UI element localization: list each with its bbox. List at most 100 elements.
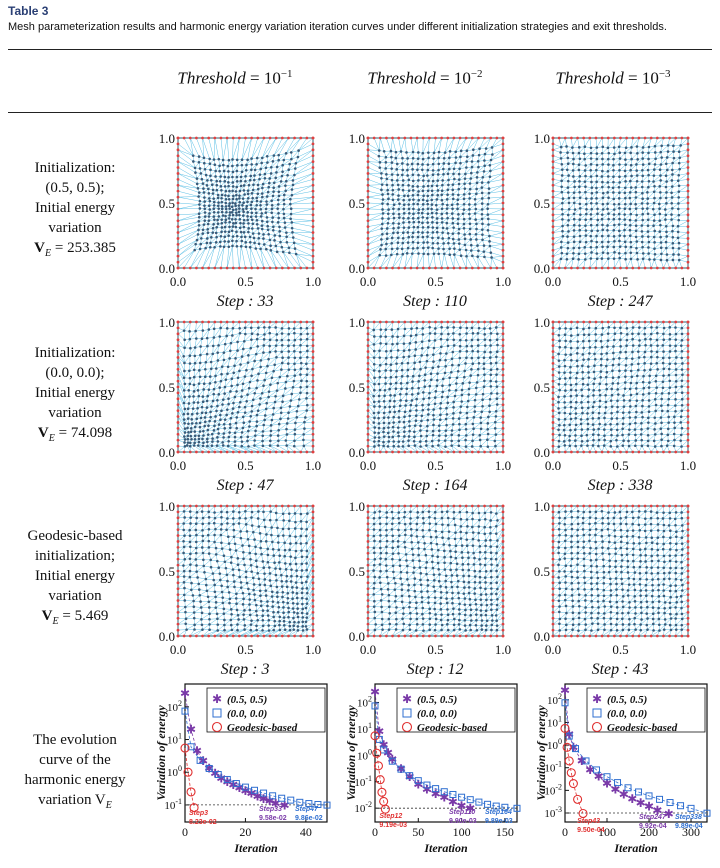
x-tick-label: 0.0 [360, 274, 376, 288]
y-tick-label: 1.0 [349, 499, 365, 514]
x-tick-label: 100 [453, 825, 471, 839]
legend-marker: ✱ [592, 692, 602, 706]
legend-label: (0.0, 0.0) [227, 708, 267, 720]
ve-value: = 5.469 [59, 608, 109, 624]
annotation-step: Step3 [189, 810, 208, 817]
x-tick-label: 1.0 [305, 458, 321, 472]
x-tick-label: 1.0 [680, 642, 696, 656]
step-label: Step : 110 [350, 293, 520, 311]
annotation-value: 8.23e-02 [189, 819, 217, 826]
row-label-ve: VE = 5.469 [0, 606, 150, 632]
ve-symbol: V [42, 608, 53, 624]
legend: ✱ (0.5, 0.5) (0.0, 0.0) Geodesic-based [587, 688, 705, 734]
x-tick-label: 0 [372, 825, 378, 839]
data-point: ✱ [186, 723, 196, 737]
annotation-step: Step33 [259, 806, 282, 813]
row-label-3: Geodesic-based initialization; Initial e… [0, 526, 150, 632]
data-point: ✱ [180, 687, 190, 701]
x-tick-label: 0.5 [612, 274, 628, 288]
y-tick-label: 101 [357, 721, 372, 736]
y-tick-label: 1.0 [534, 131, 550, 146]
legend-label: (0.0, 0.0) [607, 708, 647, 720]
row-label-ve: variation VE [0, 790, 150, 816]
column-header-eq: = 10 [246, 69, 281, 88]
y-tick-label: 0.5 [159, 380, 175, 395]
annotation-value: 9.58e-02 [259, 815, 287, 822]
y-tick-label: 100 [547, 737, 562, 752]
step-label: Step : 338 [535, 477, 705, 495]
x-tick-label: 1.0 [680, 274, 696, 288]
x-tick-label: 0.5 [237, 274, 253, 288]
annotation-step: Step247 [639, 814, 667, 821]
row-label-line: Initial energy [0, 383, 150, 403]
ve-symbol: V [34, 240, 45, 256]
x-tick-label: 1.0 [305, 642, 321, 656]
legend-label: Geodesic-based [607, 722, 678, 734]
row-label-line: Geodesic-based [0, 526, 150, 546]
legend-label: (0.5, 0.5) [607, 694, 647, 706]
column-header-label: Threshold [555, 69, 623, 88]
y-tick-label: 1.0 [534, 315, 550, 330]
annotation-step: Step43 [577, 818, 600, 825]
ve-value: = 253.385 [51, 240, 116, 256]
y-tick-label: 0.5 [534, 380, 550, 395]
y-tick-label: 1.0 [159, 131, 175, 146]
y-tick-label: 101 [547, 714, 562, 729]
row-label-line: variation [0, 403, 150, 423]
x-tick-label: 0 [562, 825, 568, 839]
data-point: ✱ [370, 685, 380, 699]
x-tick-label: 0.0 [360, 642, 376, 656]
legend: ✱(0.5, 0.5)(0.0, 0.0)Geodesic-based [397, 688, 515, 734]
y-tick-label: 1.0 [349, 131, 365, 146]
step-label: Step : 3 [160, 661, 330, 679]
y-tick-label: 100 [357, 747, 372, 762]
y-tick-label: 0.5 [159, 196, 175, 211]
x-axis-label: Iteration [423, 841, 468, 855]
x-tick-label: 0.0 [545, 458, 561, 472]
row-label-2: Initialization: (0.0, 0.0); Initial ener… [0, 343, 150, 449]
row-label-line: initialization; [0, 546, 150, 566]
table-label: Table 3 [8, 4, 712, 18]
y-tick-label: 0.5 [349, 380, 365, 395]
data-point: ✱ [568, 740, 578, 754]
x-tick-label: 0.5 [612, 642, 628, 656]
row-label-line: Initial energy [0, 198, 150, 218]
x-tick-label: 0.0 [170, 274, 186, 288]
annotation-step: Step110 [449, 809, 475, 816]
y-tick-label: 10-3 [544, 805, 562, 820]
row-label-4: The evolution curve of the harmonic ener… [0, 730, 150, 816]
row-label-ve: VE = 253.385 [0, 238, 150, 264]
annotation-value: 9.86e-02 [295, 815, 323, 822]
column-header-exp: −2 [471, 68, 483, 80]
row-label-line: The evolution [0, 730, 150, 750]
column-header-3: Threshold = 10−3 [528, 68, 698, 89]
x-tick-label: 0 [182, 825, 188, 839]
y-tick-label: 102 [167, 699, 182, 714]
y-tick-label: 0.5 [534, 564, 550, 579]
x-tick-label: 0.0 [545, 642, 561, 656]
y-tick-label: 0.5 [349, 564, 365, 579]
y-axis-label: Variation of energy [345, 705, 358, 801]
y-tick-label: 101 [167, 732, 182, 747]
x-tick-label: 1.0 [305, 274, 321, 288]
annotation-value: 9.50e-04 [577, 827, 605, 834]
y-tick-label: 0.5 [349, 196, 365, 211]
column-header-exp: −3 [659, 68, 671, 80]
x-tick-label: 0.0 [360, 458, 376, 472]
column-header-eq: = 10 [624, 69, 659, 88]
x-tick-label: 1.0 [495, 458, 511, 472]
x-axis-label: Iteration [613, 841, 658, 855]
